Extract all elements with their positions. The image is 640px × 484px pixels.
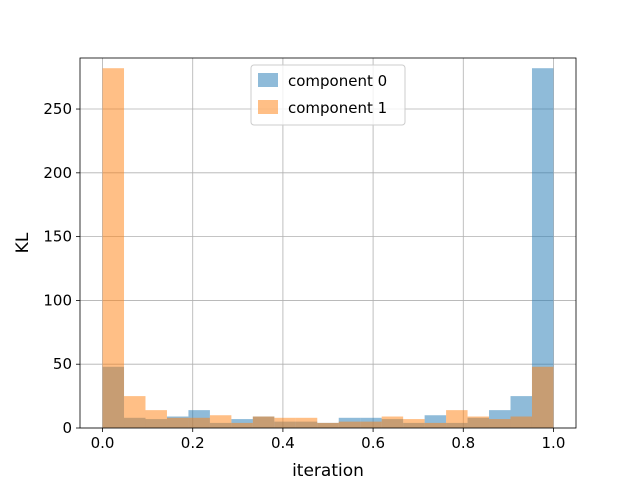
x-tick-label: 1.0 [542, 434, 566, 452]
y-axis-title: KL [13, 232, 33, 253]
legend-box [250, 64, 406, 126]
bar-component-1 [295, 417, 318, 428]
bar-component-1 [403, 419, 425, 428]
legend-label-component-0: component 0 [288, 72, 387, 90]
bar-component-1 [467, 416, 490, 428]
plot-frame [79, 57, 577, 429]
x-tick-label: 0.0 [91, 434, 115, 452]
bar-component-1 [231, 422, 253, 428]
x-tick-label: 0.4 [271, 434, 295, 452]
legend-label-component-1: component 1 [288, 99, 387, 117]
y-tick-label: 100 [43, 291, 72, 309]
x-tick-label: 0.8 [451, 434, 475, 452]
legend-swatch-component-0 [258, 73, 278, 87]
bar-component-1 [424, 422, 447, 428]
bar-component-1 [381, 416, 404, 428]
bar-component-1 [510, 416, 532, 428]
bar-component-1 [489, 419, 511, 428]
bar-component-1 [124, 396, 146, 428]
x-axis-title: iteration [292, 461, 364, 480]
legend-swatch-component-1 [258, 100, 278, 114]
bar-component-1 [446, 410, 468, 428]
y-tick-label: 150 [43, 228, 72, 246]
bar-component-1 [102, 68, 125, 428]
bar-component-1 [317, 422, 339, 428]
bars [102, 68, 554, 428]
y-tick-label: 200 [43, 164, 72, 182]
bar-component-1 [531, 366, 554, 428]
bar-component-1 [252, 416, 275, 428]
x-tick-label: 0.6 [361, 434, 385, 452]
bar-component-1 [274, 417, 296, 428]
bar-component-1 [166, 417, 189, 428]
ticks: 0.0 0.2 0.4 0.6 0.8 1.0 0 50 100 150 200 250 [43, 100, 565, 452]
bar-component-1 [209, 415, 232, 428]
bar-component-1 [188, 417, 210, 428]
y-tick-label: 0 [62, 419, 72, 437]
y-tick-label: 250 [43, 100, 72, 118]
bar-component-0 [531, 68, 554, 428]
legend: component 0 component 1 [250, 64, 406, 126]
bar-component-1 [145, 410, 167, 428]
bar-component-1 [338, 421, 361, 428]
bar-component-1 [360, 421, 382, 428]
y-tick-label: 50 [53, 355, 72, 373]
x-tick-label: 0.2 [181, 434, 205, 452]
